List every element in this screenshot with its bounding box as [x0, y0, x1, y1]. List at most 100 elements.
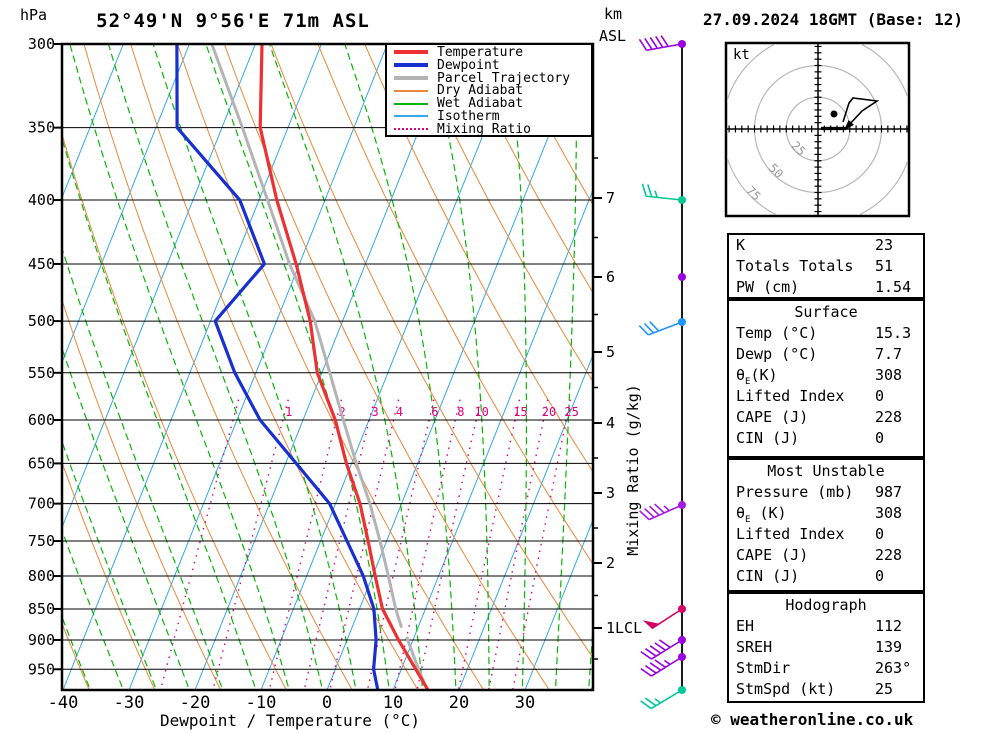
index-row: θE(K) 308: [729, 365, 923, 387]
index-value: 25: [875, 680, 894, 698]
parcel-trajectory-curve: [210, 44, 403, 628]
wet-adiabats: [62, 44, 593, 690]
index-label: CIN (J): [736, 429, 800, 447]
dewpoint-curve: [175, 44, 380, 690]
index-row: θE (K) 308: [729, 503, 923, 525]
dewpoint-line-sample: [394, 63, 428, 68]
index-label: SREH: [736, 638, 773, 656]
svg-text:700: 700: [28, 495, 55, 513]
svg-text:-40: -40: [48, 693, 79, 713]
index-label: EH: [736, 617, 755, 635]
index-row: StmDir 263°: [729, 658, 923, 679]
index-row: K 23: [729, 235, 923, 256]
legend-label: Dewpoint: [437, 57, 500, 73]
index-row: PW (cm) 1.54: [729, 277, 923, 298]
temperature-axis: -40 -30 -20 -10 0 10 20 30: [48, 693, 536, 713]
index-value: 0: [875, 567, 885, 585]
svg-text:3: 3: [606, 484, 615, 502]
svg-text:10: 10: [383, 693, 403, 713]
svg-text:400: 400: [28, 191, 55, 209]
isotherm-line-sample: [394, 115, 428, 118]
legend-item: Dewpoint: [394, 59, 591, 72]
index-value: 23: [875, 236, 894, 254]
indices-box-surface: Surface Temp (°C) 15.3 Dewp (°C) 7.7 θE(K) 308…: [727, 299, 925, 458]
hodograph-trace: [842, 97, 880, 127]
legend-label: Temperature: [437, 44, 524, 60]
svg-text:1LCL: 1LCL: [606, 619, 642, 637]
index-value: 0: [875, 525, 885, 543]
indices-box-general: K 23 Totals Totals 51 PW (cm) 1.54: [727, 233, 925, 299]
index-label: CAPE (J): [736, 546, 809, 564]
mixing-ratio-line-sample: [394, 128, 428, 131]
svg-text:3: 3: [371, 405, 378, 419]
wind-barb: [640, 636, 686, 660]
legend-label: Wet Adiabat: [437, 96, 524, 112]
legend-label: Isotherm: [437, 108, 500, 124]
legend: Temperature Dewpoint Parcel Trajectory Dry …: [385, 43, 593, 137]
index-label: PW (cm): [736, 278, 800, 296]
wind-barb: [678, 273, 686, 281]
index-label: Pressure (mb): [736, 483, 854, 501]
index-value: 112: [875, 617, 903, 635]
km-axis: 7 6 5 4 3 2 1LCL: [593, 157, 642, 660]
index-value: 139: [875, 638, 903, 656]
svg-text:4: 4: [606, 414, 615, 432]
svg-text:5: 5: [606, 343, 615, 361]
index-label: Totals Totals: [736, 257, 854, 275]
index-row: CAPE (J) 228: [729, 545, 923, 566]
index-label: θE(K): [736, 366, 778, 387]
index-row: CIN (J) 0: [729, 428, 923, 449]
index-row: StmSpd (kt) 25: [729, 679, 923, 700]
index-row: EH 112: [729, 616, 923, 637]
legend-item: Wet Adiabat: [394, 97, 591, 110]
svg-text:25: 25: [564, 405, 578, 419]
dry-adiabat-line-sample: [394, 89, 428, 92]
svg-text:-30: -30: [114, 693, 145, 713]
legend-item: Temperature: [394, 46, 591, 59]
mixing-ratio-lines: [159, 399, 571, 690]
svg-text:2: 2: [606, 554, 615, 572]
index-label: Dewp (°C): [736, 345, 818, 363]
svg-text:0: 0: [322, 693, 332, 713]
index-value: 51: [875, 257, 894, 275]
plot-border: [60, 42, 595, 692]
svg-text:-20: -20: [180, 693, 211, 713]
pressure-axis: 300 350 400 450 500 550 600 650 700 750 800 850 900 9…: [28, 35, 62, 678]
svg-text:450: 450: [28, 255, 55, 273]
index-label: StmSpd (kt): [736, 680, 836, 698]
svg-text:4: 4: [396, 405, 403, 419]
svg-text:6: 6: [606, 268, 615, 286]
index-value: 1.54: [875, 278, 912, 296]
indices-box-header: Hodograph: [785, 596, 867, 614]
svg-text:-10: -10: [246, 693, 277, 713]
index-label: K: [736, 236, 746, 254]
wind-barb: [640, 686, 686, 710]
index-value: 308: [875, 366, 903, 384]
wind-barb-column: [638, 35, 686, 710]
index-label: CIN (J): [736, 567, 800, 585]
station-title: 52°49'N 9°56'E 71m ASL: [96, 10, 370, 32]
wind-barb: [642, 605, 686, 630]
index-value: 0: [875, 429, 885, 447]
svg-text:350: 350: [28, 119, 55, 137]
index-label: CAPE (J): [736, 408, 809, 426]
svg-text:30: 30: [515, 693, 535, 713]
svg-text:300: 300: [28, 35, 55, 53]
legend-item: Isotherm: [394, 110, 591, 123]
index-row: CAPE (J) 228: [729, 407, 923, 428]
wind-barb: [638, 318, 686, 336]
plot-area: 1 2 3 4 6 8 10 15 20 25: [62, 44, 593, 690]
isotherms: [62, 44, 593, 690]
legend-item: Mixing Ratio: [394, 123, 591, 136]
km-axis-unit: km: [604, 5, 623, 23]
svg-text:8: 8: [457, 405, 464, 419]
svg-text:650: 650: [28, 454, 55, 472]
svg-text:20: 20: [449, 693, 469, 713]
wind-barb: [641, 183, 686, 204]
index-row: Lifted Index 0: [729, 386, 923, 407]
index-row: Temp (°C) 15.3: [729, 323, 923, 344]
svg-text:1: 1: [285, 405, 292, 419]
svg-text:950: 950: [28, 660, 55, 678]
svg-text:6: 6: [431, 405, 438, 419]
